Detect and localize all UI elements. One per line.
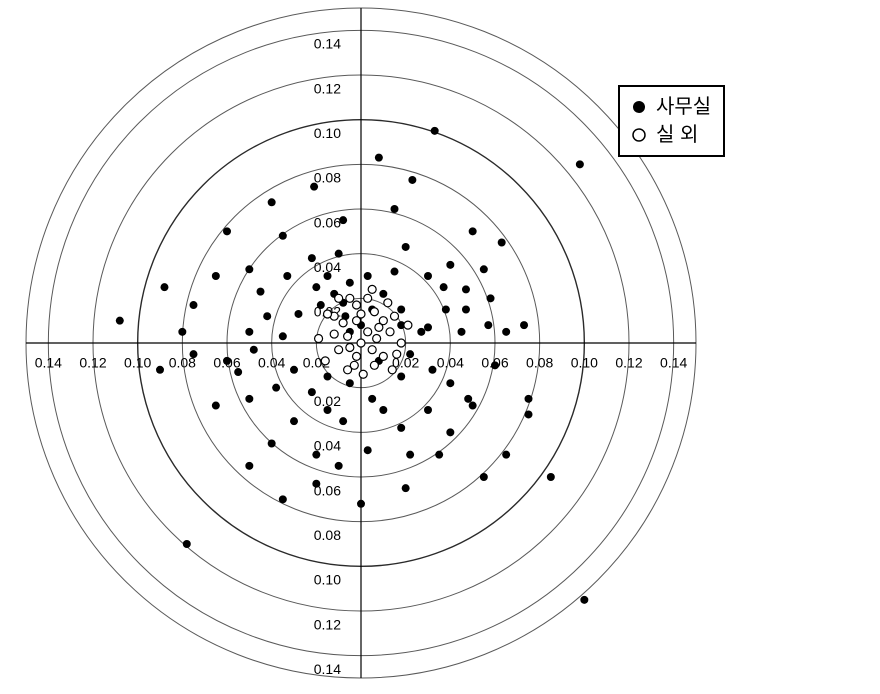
svg-text:0.12: 0.12 — [79, 354, 106, 370]
svg-text:0.12: 0.12 — [615, 354, 642, 370]
svg-text:0.14: 0.14 — [35, 354, 62, 370]
svg-text:0.14: 0.14 — [660, 354, 687, 370]
svg-text:0.12: 0.12 — [314, 80, 341, 96]
svg-text:0.08: 0.08 — [314, 170, 341, 186]
legend-item: 사무실 — [630, 93, 711, 121]
svg-text:0.04: 0.04 — [437, 354, 464, 370]
svg-text:0.08: 0.08 — [526, 354, 553, 370]
polar-scatter-svg: 0.020.020.020.020.040.040.040.040.060.06… — [0, 0, 880, 694]
legend-label: 실 외 — [656, 121, 698, 149]
svg-text:0.10: 0.10 — [124, 354, 151, 370]
svg-text:0.04: 0.04 — [258, 354, 285, 370]
svg-text:0.12: 0.12 — [314, 616, 341, 632]
svg-text:0.10: 0.10 — [314, 125, 341, 141]
svg-text:0.14: 0.14 — [314, 36, 341, 52]
svg-text:0.10: 0.10 — [314, 572, 341, 588]
legend-label: 사무실 — [656, 93, 711, 121]
svg-text:0.08: 0.08 — [314, 527, 341, 543]
filled-circle-icon — [630, 98, 648, 116]
svg-text:0.14: 0.14 — [314, 661, 341, 677]
svg-text:0.06: 0.06 — [314, 214, 341, 230]
legend-item: 실 외 — [630, 121, 711, 149]
legend-box: 사무실실 외 — [618, 85, 725, 157]
polar-scatter-page: 0.020.020.020.020.040.040.040.040.060.06… — [0, 0, 880, 694]
open-circle-icon — [630, 126, 648, 144]
svg-text:0.10: 0.10 — [571, 354, 598, 370]
